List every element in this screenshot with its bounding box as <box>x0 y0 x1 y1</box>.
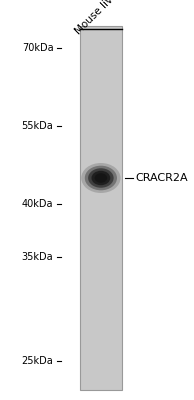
Text: 25kDa: 25kDa <box>22 356 53 366</box>
Ellipse shape <box>95 173 107 183</box>
Text: CRACR2A: CRACR2A <box>136 173 188 183</box>
Text: 70kDa: 70kDa <box>22 43 53 53</box>
Ellipse shape <box>88 168 114 188</box>
Ellipse shape <box>97 175 104 181</box>
Ellipse shape <box>85 166 117 190</box>
Text: Mouse liver: Mouse liver <box>74 0 123 36</box>
Text: 55kDa: 55kDa <box>22 121 53 131</box>
Text: 40kDa: 40kDa <box>22 199 53 209</box>
Text: 35kDa: 35kDa <box>22 252 53 262</box>
Ellipse shape <box>91 171 110 185</box>
Bar <box>80 26 122 390</box>
Ellipse shape <box>81 163 120 193</box>
